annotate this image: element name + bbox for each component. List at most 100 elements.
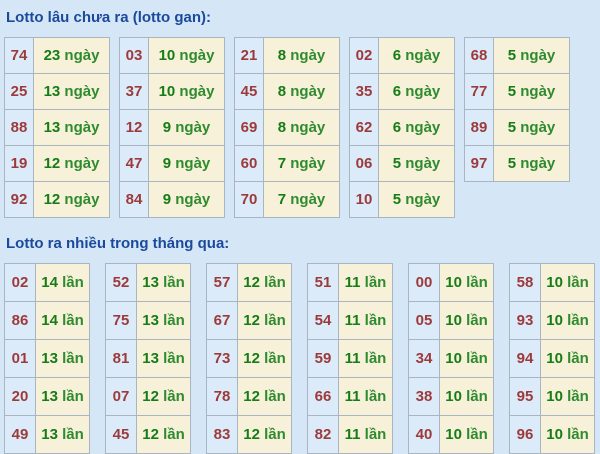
lotto-frequency-cell: 11 lần [338,263,393,302]
lotto-number-cell: 49 [4,415,36,454]
frequency-unit: ngày [286,155,326,172]
frequency-unit: ngày [516,155,556,172]
lotto-frequency-cell: 13 ngày [33,73,110,110]
lotto-number-cell: 81 [105,339,137,378]
lotto-frequency-cell: 6 ngày [378,73,455,110]
table-row: 81 13 lần [105,339,191,378]
lotto-frequency-cell: 10 lần [540,263,595,302]
lotto-number-cell: 19 [4,145,34,182]
lotto-number-cell: 03 [119,37,149,74]
frequency-unit: lần [57,426,84,443]
frequency-count: 12 [243,274,260,291]
lotto-frequency-cell: 13 lần [136,301,191,340]
frequency-count: 11 [344,350,361,367]
freq-tables-table-1: 02 14 lần 86 14 lần 01 13 lần 20 13 lần 49 13 lần [4,263,90,454]
lotto-frequency-cell: 12 lần [237,339,292,378]
frequency-count: 14 [41,312,58,329]
lotto-frequency-cell: 13 ngày [33,109,110,146]
lotto-frequency-cell: 13 lần [136,339,191,378]
lotto-frequency-cell: 14 lần [35,301,90,340]
frequency-unit: lần [259,426,286,443]
table-row: 68 5 ngày [464,37,570,74]
frequency-unit: ngày [516,47,556,64]
table-row: 66 11 lần [307,377,393,416]
frequency-count: 7 [277,155,287,172]
frequency-unit: lần [562,274,589,291]
lotto-number-cell: 34 [408,339,440,378]
lotto-frequency-cell: 10 lần [439,339,494,378]
frequency-count: 10 [546,426,563,443]
lotto-frequency-cell: 12 lần [237,263,292,302]
table-row: 73 12 lần [206,339,292,378]
table-row: 67 12 lần [206,301,292,340]
frequency-unit: lần [259,350,286,367]
lotto-number-cell: 68 [464,37,494,74]
frequency-count: 14 [41,274,58,291]
lotto-frequency-cell: 5 ngày [493,145,570,182]
lotto-number-cell: 83 [206,415,238,454]
lotto-frequency-cell: 5 ngày [493,37,570,74]
table-row: 02 14 lần [4,263,90,302]
frequency-unit: ngày [286,83,326,100]
lotto-number-cell: 78 [206,377,238,416]
frequency-unit: ngày [175,83,215,100]
frequency-count: 10 [445,426,462,443]
lotto-frequency-cell: 6 ngày [378,37,455,74]
lotto-number-cell: 77 [464,73,494,110]
lotto-number-cell: 25 [4,73,34,110]
frequency-unit: lần [562,388,589,405]
lotto-number-cell: 51 [307,263,339,302]
frequency-count: 5 [507,119,517,136]
table-row: 34 10 lần [408,339,494,378]
lotto-frequency-cell: 10 ngày [148,37,225,74]
frequency-unit: lần [158,426,185,443]
frequency-unit: lần [360,350,387,367]
frequency-count: 10 [445,274,462,291]
lotto-frequency-cell: 10 lần [540,301,595,340]
table-row: 19 12 ngày [4,145,110,182]
table-row: 38 10 lần [408,377,494,416]
frequency-count: 13 [142,274,159,291]
lotto-number-cell: 67 [206,301,238,340]
frequency-count: 8 [277,119,287,136]
frequency-count: 12 [243,388,260,405]
gan-tables: 74 23 ngày 25 13 ngày 88 13 ngày 19 12 ngày 92 12… [4,37,596,218]
table-row: 94 10 lần [509,339,595,378]
frequency-unit: ngày [286,47,326,64]
frequency-unit: ngày [171,191,211,208]
table-row: 40 10 lần [408,415,494,454]
freq-tables-table-5: 00 10 lần 05 10 lần 34 10 lần 38 10 lần 40 10 lần [408,263,494,454]
frequency-count: 8 [277,47,287,64]
frequency-count: 5 [507,83,517,100]
lotto-number-cell: 97 [464,145,494,182]
table-row: 45 12 lần [105,415,191,454]
lotto-frequency-cell: 7 ngày [263,145,340,182]
frequency-count: 11 [344,426,361,443]
lotto-frequency-cell: 10 lần [439,377,494,416]
lotto-number-cell: 93 [509,301,541,340]
table-row: 01 13 lần [4,339,90,378]
frequency-unit: ngày [60,47,100,64]
frequency-count: 12 [243,312,260,329]
lotto-frequency-cell: 5 ngày [378,181,455,218]
table-row: 62 6 ngày [349,109,455,146]
frequency-unit: lần [158,388,185,405]
lotto-frequency-cell: 6 ngày [378,109,455,146]
frequency-unit: lần [461,388,488,405]
gan-tables-table-1: 74 23 ngày 25 13 ngày 88 13 ngày 19 12 ngày 92 12… [4,37,110,218]
lotto-number-cell: 01 [4,339,36,378]
frequency-unit: ngày [401,191,441,208]
frequency-count: 10 [445,388,462,405]
lotto-number-cell: 70 [234,181,264,218]
table-row: 97 5 ngày [464,145,570,182]
lotto-number-cell: 21 [234,37,264,74]
frequency-count: 13 [41,350,58,367]
lotto-number-cell: 45 [234,73,264,110]
lotto-number-cell: 58 [509,263,541,302]
frequency-count: 10 [445,350,462,367]
frequency-count: 12 [43,191,61,208]
section-gan: Lotto lâu chưa ra (lotto gan): 74 23 ngày… [4,8,596,218]
table-row: 60 7 ngày [234,145,340,182]
table-row: 52 13 lần [105,263,191,302]
lotto-number-cell: 73 [206,339,238,378]
